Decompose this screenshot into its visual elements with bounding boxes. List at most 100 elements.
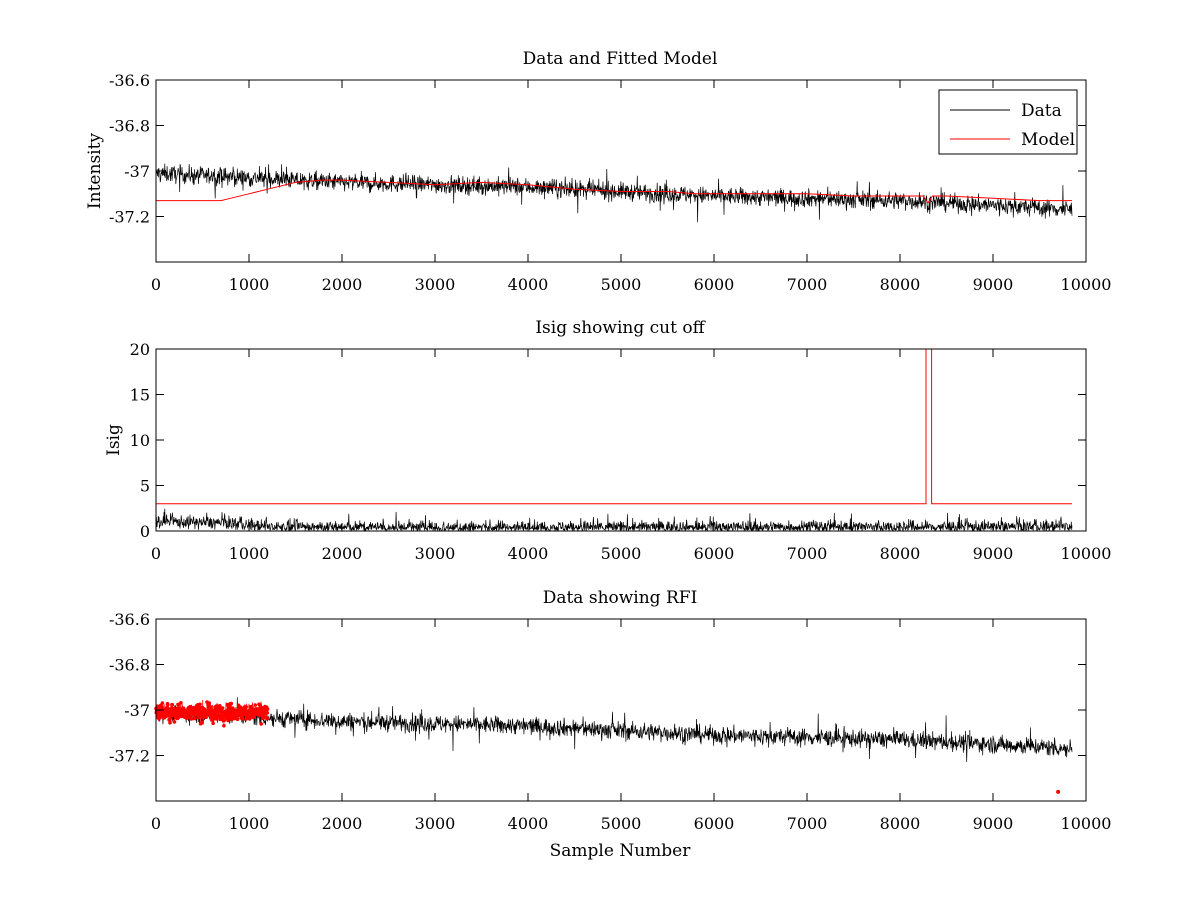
x-tick-label: 3000 (415, 544, 456, 563)
x-tick-label: 1000 (229, 275, 270, 294)
panel-2-ticks: 0 1000 2000 3000 4000 5000 6000 7000 8000 9000 100… (130, 340, 1112, 563)
y-tick-label: -36.8 (109, 117, 150, 136)
x-tick-label: 2000 (322, 544, 363, 563)
x-tick-label: 0 (151, 544, 161, 563)
x-tick-label: 3000 (415, 814, 456, 833)
x-tick-label: 6000 (694, 814, 735, 833)
rfi-marker (172, 720, 177, 724)
rfi-marker (222, 718, 226, 723)
x-tick-label: 2000 (322, 814, 363, 833)
rfi-marker (229, 701, 234, 706)
rfi-marker (257, 713, 262, 717)
legend-model-label: Model (1021, 130, 1075, 150)
panel-data-rfi: Data showing RFI 0 1000 2000 3000 4000 5000 60… (109, 588, 1111, 861)
rfi-marker (265, 707, 270, 711)
x-tick-label: 4000 (508, 814, 549, 833)
rfi-marker (220, 706, 225, 710)
panel-isig-cutoff: Isig showing cut off 0 1000 2000 3000 4000 50… (104, 318, 1111, 563)
rfi-marker (208, 709, 212, 713)
rfi-marker (202, 707, 206, 711)
x-tick-label: 6000 (694, 544, 735, 563)
x-tick-label: 7000 (787, 544, 828, 563)
rfi-marker (258, 703, 263, 707)
rfi-marker (208, 704, 212, 709)
x-tick-label: 9000 (973, 544, 1014, 563)
rfi-marker (244, 705, 248, 709)
x-tick-label: 7000 (787, 814, 828, 833)
x-tick-label: 5000 (601, 275, 642, 294)
rfi-marker (231, 706, 235, 710)
legend-data-label: Data (1021, 101, 1062, 121)
rfi-marker (204, 715, 208, 719)
x-tick-label: 9000 (973, 814, 1014, 833)
x-tick-label: 0 (151, 275, 161, 294)
x-tick-label: 5000 (601, 814, 642, 833)
rfi-marker (225, 715, 230, 719)
x-tick-label: 10000 (1061, 814, 1112, 833)
rfi-marker (233, 716, 237, 721)
x-tick-label: 3000 (415, 275, 456, 294)
x-tick-label: 0 (151, 814, 161, 833)
x-tick-label: 8000 (880, 275, 921, 294)
rfi-marker (160, 704, 164, 709)
rfi-marker (265, 716, 269, 721)
x-tick-label: 8000 (880, 814, 921, 833)
rfi-marker (226, 718, 230, 723)
panel-3-title: Data showing RFI (543, 588, 698, 608)
x-tick-label: 10000 (1061, 275, 1112, 294)
panel-2-ylabel: Isig (104, 424, 124, 456)
rfi-marker (265, 711, 270, 715)
rfi-marker (211, 718, 215, 722)
y-tick-label: 10 (130, 431, 150, 450)
y-tick-label: -36.6 (109, 610, 150, 629)
rfi-marker (218, 704, 222, 708)
panel-2-series-isig (155, 508, 1073, 533)
rfi-marker (160, 701, 165, 705)
rfi-marker (167, 717, 171, 722)
y-tick-label: 20 (130, 340, 150, 359)
x-tick-label: 4000 (508, 275, 549, 294)
rfi-marker (200, 721, 204, 725)
y-tick-label: -37.2 (109, 208, 150, 227)
panel-1-title: Data and Fitted Model (523, 49, 718, 69)
panel-1-ticks: 0 1000 2000 3000 4000 5000 6000 7000 8000 9000 100… (109, 71, 1111, 294)
rfi-marker (207, 701, 211, 705)
x-tick-label: 4000 (508, 544, 549, 563)
panel-data-fitted-model: Data and Fitted Model 0 1000 2000 3000 4000 5… (85, 49, 1111, 294)
rfi-marker (240, 716, 244, 721)
rfi-marker (170, 703, 175, 707)
rfi-marker (166, 703, 170, 707)
rfi-marker (176, 702, 180, 707)
rfi-marker (222, 723, 226, 728)
rfi-marker (260, 716, 265, 720)
panel-1-series-model (156, 179, 1072, 204)
x-tick-label: 5000 (601, 544, 642, 563)
rfi-marker (235, 717, 240, 722)
panel-1-plot-area (155, 163, 1073, 223)
rfi-marker (247, 717, 252, 721)
panel-3-series-data (155, 697, 1073, 763)
x-tick-label: 9000 (973, 275, 1014, 294)
y-tick-label: -36.6 (109, 71, 150, 90)
panel-1-ylabel: Intensity (85, 133, 105, 209)
y-tick-label: -37 (124, 701, 150, 720)
rfi-marker (193, 716, 197, 721)
y-tick-label: 5 (140, 477, 150, 496)
rfi-marker (198, 702, 202, 707)
panel-3-xlabel: Sample Number (550, 841, 692, 861)
panel-3-plot-area (154, 697, 1073, 794)
rfi-marker (168, 721, 172, 725)
panel-3-ticks: 0 1000 2000 3000 4000 5000 6000 7000 8000 9000 100… (109, 610, 1111, 833)
x-tick-label: 6000 (694, 275, 735, 294)
rfi-marker (196, 715, 201, 720)
rfi-marker (253, 703, 257, 707)
legend: Data Model (938, 89, 1078, 155)
x-tick-label: 2000 (322, 275, 363, 294)
panel-2-title: Isig showing cut off (535, 318, 706, 338)
rfi-marker (181, 707, 186, 711)
panel-1-series-data (155, 163, 1073, 223)
y-tick-label: -36.8 (109, 656, 150, 675)
y-tick-label: -37.2 (109, 747, 150, 766)
rfi-marker (259, 722, 264, 726)
